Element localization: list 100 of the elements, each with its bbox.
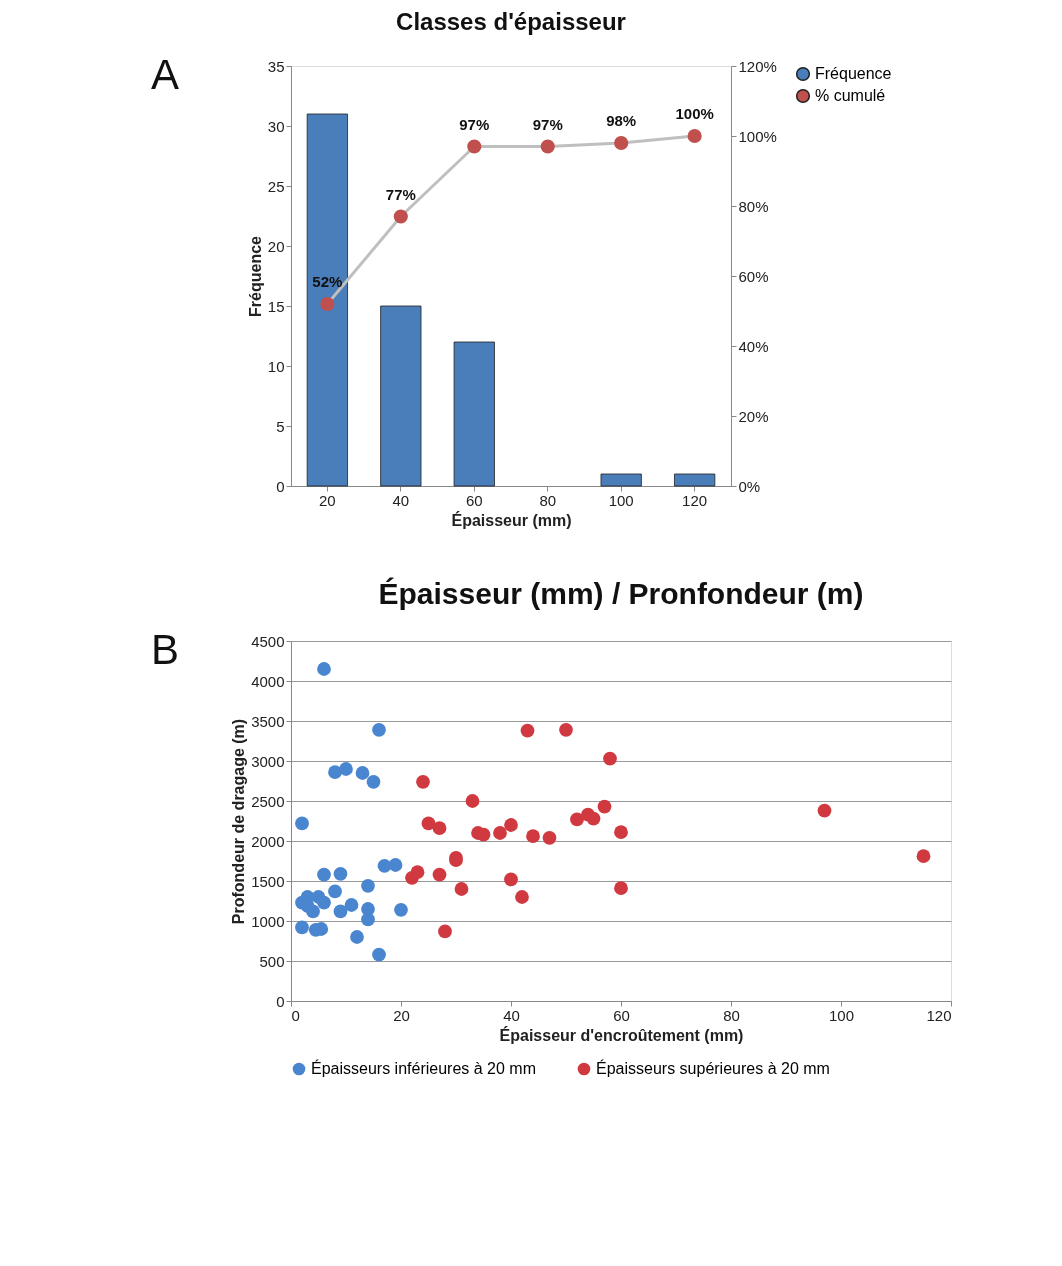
y-tick-label: 25 — [267, 177, 285, 195]
point — [438, 924, 452, 939]
point — [586, 811, 601, 826]
x-tick-label: 0 — [291, 1006, 300, 1024]
y-tick-label: 20 — [267, 237, 285, 255]
point — [344, 898, 359, 912]
point — [416, 774, 430, 789]
point — [570, 812, 584, 827]
point — [432, 867, 447, 882]
bar — [453, 341, 495, 487]
data-label: 97% — [459, 115, 490, 133]
x-tick-label: 60 — [613, 1006, 630, 1024]
point — [317, 867, 331, 882]
x-tick-label: 120 — [682, 491, 708, 509]
point — [317, 895, 331, 910]
y-axis-title: Fréquence — [246, 235, 264, 317]
point — [504, 818, 518, 832]
point — [350, 930, 364, 944]
point — [454, 882, 469, 896]
point — [614, 825, 628, 840]
point — [493, 826, 507, 840]
text: B — [151, 626, 180, 673]
data-label: 77% — [385, 185, 416, 203]
point — [333, 904, 348, 919]
point — [540, 139, 555, 154]
y-tick-label: 10 — [267, 357, 285, 375]
y-tick-label: 30 — [267, 117, 285, 135]
point — [295, 920, 309, 935]
point — [333, 866, 348, 881]
data-label: 52% — [312, 273, 343, 290]
point — [317, 662, 331, 676]
chart-title: Classes d'épaisseur — [396, 8, 626, 35]
point — [614, 135, 629, 151]
chart-title: Épaisseur (mm) / Pronfondeur (m) — [378, 577, 864, 610]
legend-label: Épaisseurs supérieures à 20 mm — [596, 1059, 830, 1077]
y-tick-label: 15 — [267, 297, 285, 315]
point — [372, 947, 386, 962]
point — [432, 821, 447, 836]
point — [328, 765, 342, 780]
y-tick-label: 4000 — [251, 672, 285, 690]
legend-label: Épaisseurs inférieures à 20 mm — [311, 1059, 536, 1077]
y-tick-label: 1500 — [251, 872, 285, 890]
point — [504, 872, 518, 887]
data-label: 97% — [532, 115, 563, 133]
y-tick-label: 35 — [267, 57, 285, 75]
point — [393, 209, 408, 224]
x-tick-label: 100 — [608, 491, 634, 509]
point — [542, 830, 557, 845]
point — [467, 139, 482, 154]
x-tick-label: 80 — [723, 1006, 740, 1024]
y2-tick-label: 20% — [738, 407, 769, 425]
bar — [600, 473, 642, 487]
point — [465, 794, 480, 808]
y-tick-label: 5 — [276, 417, 285, 435]
point — [817, 803, 832, 818]
bar — [674, 473, 716, 487]
y2-tick-label: 40% — [738, 337, 769, 355]
point — [421, 816, 436, 831]
point — [515, 890, 529, 904]
y-tick-label: 4500 — [251, 632, 285, 650]
y-tick-label: 3500 — [251, 712, 285, 730]
x-tick-label: 60 — [465, 491, 483, 509]
point — [295, 816, 309, 831]
y2-tick-label: 120% — [738, 57, 777, 75]
point — [476, 827, 491, 842]
point — [328, 884, 342, 899]
text: A — [151, 51, 180, 98]
point — [388, 858, 403, 872]
point — [687, 128, 702, 144]
y-tick-label: 2000 — [251, 832, 285, 850]
x-tick-label: 120 — [926, 1006, 952, 1024]
point — [410, 865, 425, 880]
y2-tick-label: 60% — [738, 267, 769, 285]
point — [361, 912, 375, 927]
y-tick-label: 1000 — [251, 912, 285, 930]
y-tick-label: 3000 — [251, 752, 285, 770]
point — [366, 774, 381, 789]
point — [394, 902, 408, 917]
y-tick-label: 2500 — [251, 792, 285, 810]
y-tick-label: 0 — [276, 992, 285, 1010]
legend-label: % cumulé — [815, 87, 886, 104]
point — [320, 296, 335, 312]
y-axis-title: Profondeur de dragage (m) — [230, 718, 248, 925]
x-tick-label: 40 — [503, 1006, 520, 1024]
y2-tick-label: 0% — [738, 477, 761, 495]
x-tick-label: 100 — [828, 1006, 855, 1024]
y-tick-label: 0 — [276, 477, 285, 495]
y-tick-label: 500 — [259, 952, 285, 970]
bar — [380, 305, 422, 487]
point — [597, 799, 612, 814]
x-tick-label: 20 — [319, 491, 336, 509]
x-axis-title: Épaisseur d'encroûtement (mm) — [499, 1025, 744, 1044]
x-tick-label: 80 — [539, 491, 557, 509]
point — [355, 766, 370, 780]
point — [603, 751, 617, 766]
point — [559, 722, 573, 737]
x-tick-label: 20 — [393, 1006, 410, 1024]
point — [339, 762, 353, 776]
point — [614, 881, 628, 896]
data-label: 98% — [606, 112, 637, 129]
